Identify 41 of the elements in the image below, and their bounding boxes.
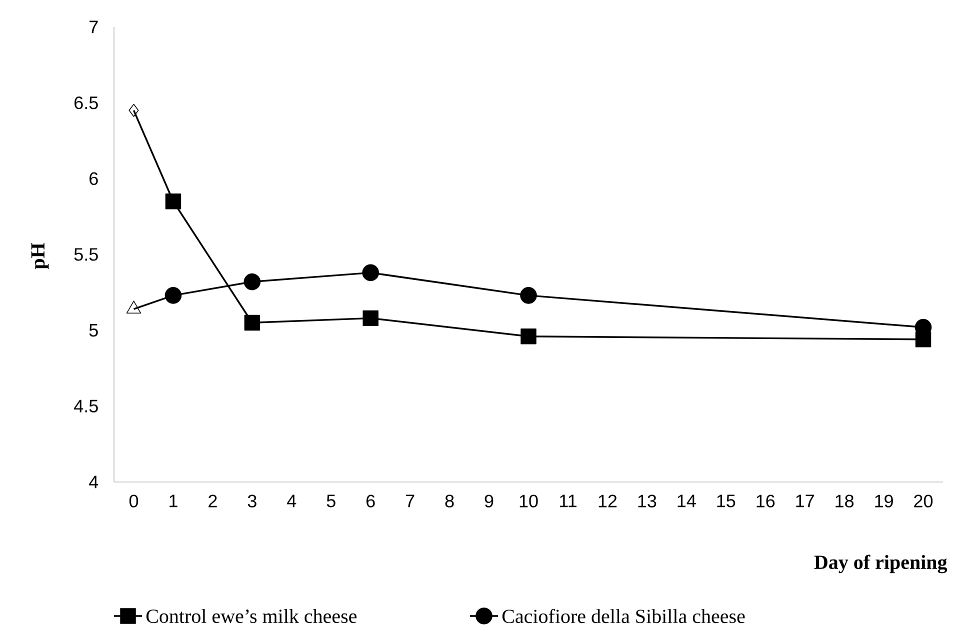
y-tick-label: 6 [90,172,98,186]
x-tick-label: 13 [638,494,656,508]
x-tick-label: 12 [598,494,617,508]
x-tick-label: 15 [717,494,736,508]
point [244,314,260,331]
y-tick-label: 6.5 [74,96,98,110]
y-tick-label: 4 [89,476,98,488]
y-tick-label: 4.5 [74,400,98,412]
x-tick-label: 17 [796,494,814,508]
x-tick-label: 4 [287,494,296,508]
x-tick-label: 0 [129,494,138,508]
y-tick-label: 5 [89,324,98,337]
x-tick-label: 18 [836,494,854,508]
point [362,264,379,282]
x-tick-label: 14 [678,494,696,508]
point [362,310,378,326]
x-tick-label: 1 [170,494,178,508]
x-tick-label: 16 [756,494,775,508]
point [520,328,536,344]
point [164,287,182,304]
x-tick-label: 2 [208,494,217,508]
y-tick-label: 5.5 [74,248,98,261]
x-tick-label: 19 [875,494,893,508]
x-tick-label: 9 [484,494,494,508]
x-tick-label: 6 [366,494,375,508]
x-tick-label: 3 [248,494,256,508]
legend-label: Control ewe’s milk cheese [146,608,357,624]
x-tick-label: 5 [326,494,336,508]
point [128,104,139,117]
y-tick-label: 7 [90,20,98,34]
point [520,287,537,304]
x-tick-label: 11 [560,494,576,508]
legend-label: Caciofiore della Sibilla cheese [502,608,745,624]
x-tick-label: 10 [520,494,538,508]
x-axis-title: Day of ripening [814,554,948,574]
x-tick-label: 20 [914,494,933,508]
x-tick-label: 8 [445,494,454,508]
y-axis-title: pH [31,242,49,270]
point [244,273,261,290]
point [165,194,182,210]
x-tick-label: 7 [406,494,414,508]
